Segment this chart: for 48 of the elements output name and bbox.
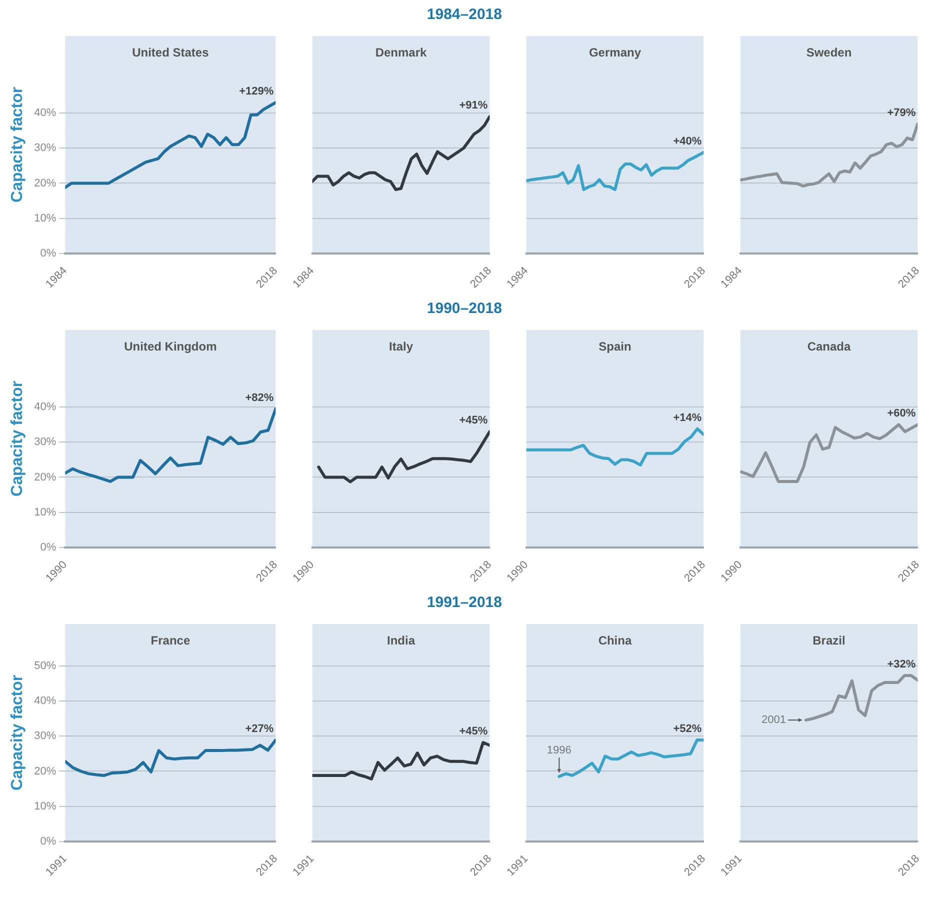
annotation: +40%	[673, 135, 702, 148]
annotation: +60%	[887, 408, 916, 420]
annotation: 1996	[546, 744, 572, 757]
y-tick-label: 20%	[34, 471, 56, 484]
y-axis-title: Capacity factor	[9, 86, 26, 202]
y-tick-label: 40%	[34, 695, 56, 708]
text: Denmark	[375, 45, 427, 60]
annotation: +129%	[239, 86, 274, 98]
annotation: +82%	[245, 392, 274, 404]
chart-subtitle: 1984–2018	[426, 5, 502, 25]
text: Brazil	[812, 633, 846, 648]
text: Spain	[598, 339, 632, 354]
y-tick-label: 0%	[40, 835, 56, 848]
y-tick-label: 40%	[34, 107, 56, 120]
y-tick-label: 30%	[34, 730, 56, 742]
chart-subtitle: 1990–2018	[426, 299, 502, 319]
y-tick-label: 20%	[34, 177, 56, 190]
text: United Kingdom	[124, 339, 217, 354]
y-tick-label: 20%	[34, 765, 56, 778]
text: China	[598, 633, 632, 648]
annotation: +32%	[887, 658, 916, 671]
annotation: +91%	[459, 100, 488, 112]
text: Italy	[388, 339, 414, 354]
text: Canada	[807, 339, 851, 354]
annotation: +14%	[673, 412, 702, 424]
annotation: 2001	[762, 714, 786, 726]
text: Sweden	[806, 45, 852, 60]
annotation: +79%	[887, 107, 916, 120]
y-axis-title: Capacity factor	[9, 380, 26, 496]
text: United States	[132, 45, 210, 60]
annotation: +52%	[673, 723, 702, 736]
annotation: +27%	[245, 723, 274, 736]
chart-subtitle: 1991–2018	[426, 593, 502, 613]
y-tick-label: 10%	[34, 506, 56, 518]
y-tick-label: 50%	[34, 660, 56, 672]
y-tick-label: 0%	[40, 541, 56, 554]
text: Germany	[588, 45, 642, 60]
y-axis-title: Capacity factor	[9, 674, 26, 790]
y-tick-label: 10%	[34, 212, 56, 224]
y-tick-label: 40%	[34, 401, 56, 414]
y-tick-label: 0%	[40, 247, 56, 260]
annotation: +45%	[459, 726, 488, 738]
y-tick-label: 30%	[34, 436, 56, 448]
y-tick-label: 30%	[34, 142, 56, 154]
y-tick-label: 10%	[34, 800, 56, 812]
text: France	[150, 633, 190, 648]
text: India	[386, 633, 416, 648]
annotation: +45%	[459, 414, 488, 427]
